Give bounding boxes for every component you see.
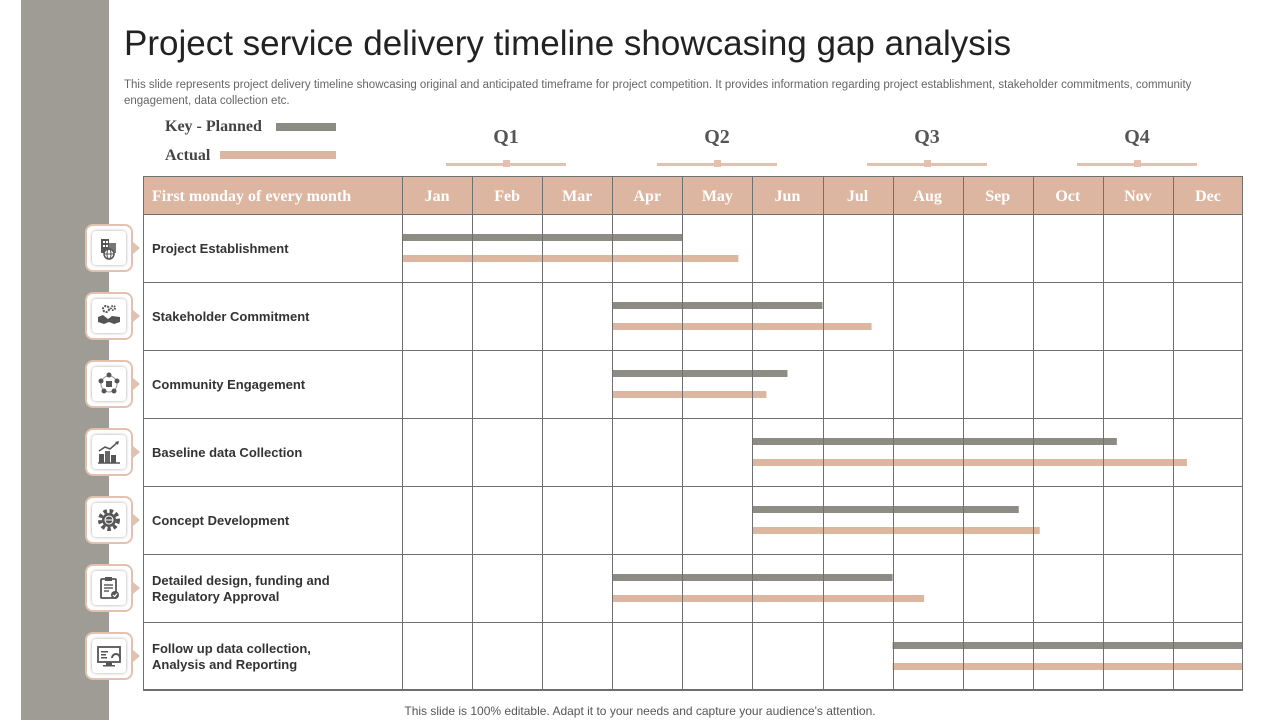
month-label-may: May (702, 188, 733, 205)
row-icon-tile-1 (85, 224, 133, 272)
actual-bar (402, 255, 739, 262)
month-label-mar: Mar (562, 188, 592, 205)
actual-bar (892, 663, 1243, 670)
month-label-jun: Jun (775, 188, 801, 205)
legend-actual-swatch (220, 151, 336, 159)
actual-bar (752, 527, 1040, 534)
planned-bar (612, 302, 823, 309)
task-label: Community Engagement (152, 377, 306, 392)
community-circle-icon (98, 372, 120, 394)
gear-globe-icon (98, 509, 120, 531)
task-label: Concept Development (152, 513, 290, 528)
row-icon-tile-7 (85, 632, 133, 680)
actual-bar (612, 391, 767, 398)
table-header-label: First monday of every month (152, 188, 351, 205)
row-icon-arrow-2 (133, 310, 140, 322)
task-label: Stakeholder Commitment (152, 309, 310, 324)
task-label: Project Establishment (152, 241, 289, 256)
planned-bar (752, 438, 1117, 445)
quarter-marker-q1 (502, 160, 510, 167)
table-header-bg (143, 176, 1243, 214)
quarter-marker-q3 (923, 160, 931, 167)
task-label: Follow up data collection, Analysis and R… (152, 641, 311, 672)
row-icon-arrow-5 (133, 514, 140, 526)
quarter-label-q2: Q2 (704, 126, 730, 148)
row-icon-tile-4 (85, 428, 133, 476)
table-border (143, 176, 1243, 690)
row-icon-arrow-6 (133, 582, 140, 594)
actual-bar (612, 323, 872, 330)
clipboard-check-icon (100, 577, 119, 599)
row-icon-tile-5 (85, 496, 133, 544)
row-icon-arrow-1 (133, 242, 140, 254)
task-label: Detailed design, funding and Regulatory A… (152, 573, 330, 604)
planned-bar (892, 642, 1243, 649)
legend-planned-swatch (276, 123, 336, 131)
task-label: Baseline data Collection (152, 445, 302, 460)
month-label-apr: Apr (634, 188, 662, 205)
row-icon-tile-3 (85, 360, 133, 408)
month-label-dec: Dec (1195, 188, 1221, 205)
month-label-jan: Jan (425, 188, 450, 205)
month-label-jul: Jul (847, 188, 869, 205)
handshake-gears-icon (98, 305, 120, 324)
quarter-label-q1: Q1 (493, 126, 519, 148)
planned-bar (612, 370, 788, 377)
monitor-gauge-icon (97, 646, 121, 667)
month-label-aug: Aug (913, 188, 941, 205)
month-label-feb: Feb (494, 188, 520, 205)
month-label-nov: Nov (1124, 188, 1152, 205)
planned-bar (752, 506, 1019, 513)
legend-planned-label: Key - Planned (165, 118, 262, 135)
growth-chart-buildings-icon (98, 441, 120, 464)
quarter-marker-q2 (713, 160, 721, 167)
building-globe-icon (101, 239, 116, 260)
page-subtitle: This slide represents project delivery t… (124, 79, 1192, 107)
row-icon-arrow-7 (133, 650, 140, 662)
quarter-label-q4: Q4 (1124, 126, 1150, 148)
month-label-oct: Oct (1055, 188, 1081, 205)
row-icon-arrow-4 (133, 446, 140, 458)
legend-actual-label: Actual (165, 147, 211, 164)
row-icon-tile-2 (85, 292, 133, 340)
row-icon-arrow-3 (133, 378, 140, 390)
footer-note: This slide is 100% editable. Adapt it to… (404, 704, 876, 718)
row-icon-tile-6 (85, 564, 133, 612)
quarter-label-q3: Q3 (914, 126, 940, 148)
actual-bar (752, 459, 1187, 466)
page-title: Project service delivery timeline showca… (124, 24, 1012, 63)
quarter-marker-q4 (1133, 160, 1141, 167)
month-label-sep: Sep (985, 188, 1010, 205)
actual-bar (612, 595, 925, 602)
